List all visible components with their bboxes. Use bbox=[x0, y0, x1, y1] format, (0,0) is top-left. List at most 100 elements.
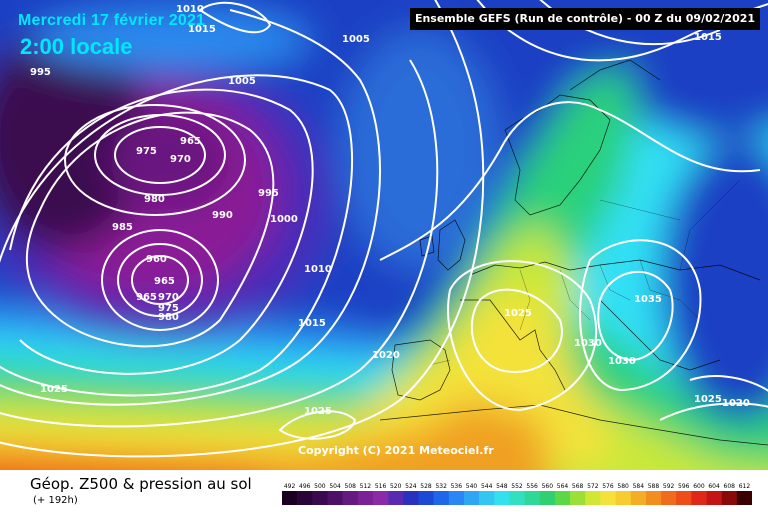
isobar-label: 1010 bbox=[176, 4, 204, 15]
isobar-label: 1015 bbox=[188, 24, 216, 35]
scale-tick-label: 608 bbox=[724, 483, 736, 490]
scale-swatch bbox=[524, 491, 541, 505]
isobar-label: 980 bbox=[158, 312, 179, 323]
scale-tick-label: 596 bbox=[678, 483, 690, 490]
scale-swatch bbox=[676, 491, 692, 505]
scale-tick-label: 544 bbox=[481, 483, 493, 490]
scale-tick-label: 500 bbox=[314, 483, 326, 490]
map-footer: Géop. Z500 & pression au sol (+ 192h) 49… bbox=[0, 470, 768, 512]
isobar-label: 1035 bbox=[634, 294, 662, 305]
forecast-date: Mercredi 17 février 2021 bbox=[18, 12, 206, 29]
isobar-label: 970 bbox=[158, 292, 179, 303]
scale-swatch bbox=[403, 491, 419, 505]
scale-swatch bbox=[645, 491, 662, 505]
scale-swatch bbox=[539, 491, 556, 505]
isobar-label: 1030 bbox=[608, 356, 636, 367]
scale-swatch bbox=[342, 491, 359, 505]
isobar-labels: 1010 1015 1005 1015 995 1005 965 975 970… bbox=[30, 4, 750, 417]
isobar-label: 990 bbox=[212, 210, 233, 221]
scale-tick-label: 524 bbox=[405, 483, 417, 490]
isobar-label: 1000 bbox=[270, 214, 298, 225]
scale-swatch bbox=[433, 491, 450, 505]
isobar-label: 1025 bbox=[504, 308, 532, 319]
isobar-label: 960 bbox=[146, 254, 167, 265]
isobar-label: 970 bbox=[170, 154, 191, 165]
isobar-label: 1025 bbox=[694, 394, 722, 405]
scale-swatch bbox=[509, 491, 525, 505]
scale-swatch bbox=[630, 491, 647, 505]
scale-swatch bbox=[585, 491, 601, 505]
scale-tick-label: 604 bbox=[708, 483, 720, 490]
scale-swatch bbox=[494, 491, 510, 505]
scale-swatch bbox=[570, 491, 586, 505]
isobar-label: 965 bbox=[154, 276, 175, 287]
isobar-label: 1025 bbox=[304, 406, 332, 417]
scale-swatch bbox=[661, 491, 677, 505]
scale-tick-label: 512 bbox=[360, 483, 372, 490]
isobar-label: 985 bbox=[112, 222, 133, 233]
isobar-label: 975 bbox=[158, 303, 179, 314]
isobar-label: 965 bbox=[136, 292, 157, 303]
scale-tick-label: 520 bbox=[390, 483, 402, 490]
scale-tick-label: 540 bbox=[466, 483, 478, 490]
scale-swatch bbox=[600, 491, 616, 505]
scale-tick-label: 536 bbox=[451, 483, 463, 490]
isobar-label: 995 bbox=[30, 67, 51, 78]
scale-tick-label: 552 bbox=[511, 483, 523, 490]
scale-swatch bbox=[721, 491, 738, 505]
isobar-label: 975 bbox=[136, 146, 157, 157]
geopotential-field bbox=[0, 0, 768, 470]
scale-tick-label: 508 bbox=[345, 483, 357, 490]
scale-tick-label: 504 bbox=[329, 483, 341, 490]
scale-tick-label: 600 bbox=[693, 483, 705, 490]
scale-tick-label: 588 bbox=[648, 483, 660, 490]
isobar-label: 965 bbox=[180, 136, 201, 147]
isobars bbox=[0, 0, 768, 456]
scale-swatch bbox=[282, 491, 298, 505]
scale-tick-label: 496 bbox=[299, 483, 311, 490]
scale-tick-label: 532 bbox=[435, 483, 447, 490]
isobar-label: 1020 bbox=[722, 398, 750, 409]
isobar-label: 1005 bbox=[228, 76, 256, 87]
scale-swatch bbox=[372, 491, 389, 505]
copyright-notice: Copyright (C) 2021 Meteociel.fr bbox=[298, 444, 494, 457]
scale-swatch bbox=[479, 491, 495, 505]
scale-swatch bbox=[463, 491, 480, 505]
forecast-time: 2:00 locale bbox=[20, 34, 133, 59]
scale-swatch bbox=[448, 491, 465, 505]
scale-tick-label: 576 bbox=[602, 483, 614, 490]
scale-tick-label: 572 bbox=[587, 483, 599, 490]
scale-tick-label: 592 bbox=[663, 483, 675, 490]
scale-tick-label: 560 bbox=[542, 483, 554, 490]
scale-swatch bbox=[312, 491, 328, 505]
coastlines bbox=[379, 59, 768, 446]
scale-tick-label: 516 bbox=[375, 483, 387, 490]
isobar-label: 1025 bbox=[40, 384, 68, 395]
scale-tick-label: 492 bbox=[284, 483, 296, 490]
isobar-label: 995 bbox=[258, 188, 279, 199]
isobar-label: 1015 bbox=[694, 32, 722, 43]
isobar-label: 1020 bbox=[372, 350, 400, 361]
scale-tick-label: 584 bbox=[633, 483, 645, 490]
isobar-label: 980 bbox=[144, 194, 165, 205]
scale-tick-label: 568 bbox=[572, 483, 584, 490]
scale-tick-label: 564 bbox=[557, 483, 569, 490]
scale-swatch bbox=[388, 491, 404, 505]
scale-swatch bbox=[327, 491, 343, 505]
scale-swatch bbox=[691, 491, 707, 505]
model-run-info: Ensemble GEFS (Run de contrôle) - 00 Z d… bbox=[410, 8, 760, 30]
isobar-label: 1005 bbox=[342, 34, 370, 45]
scale-swatch bbox=[554, 491, 571, 505]
isobar-label: 1010 bbox=[304, 264, 332, 275]
scale-tick-label: 612 bbox=[739, 483, 751, 490]
color-scale-legend: 492 496 500 504 508 512 516 520 524 528 532 536 540 5… bbox=[282, 483, 752, 505]
scale-swatch bbox=[297, 491, 313, 505]
scale-swatch bbox=[706, 491, 722, 505]
scale-tick-label: 548 bbox=[496, 483, 508, 490]
scale-swatch bbox=[615, 491, 632, 505]
scale-tick-label: 580 bbox=[617, 483, 629, 490]
scale-swatch bbox=[357, 491, 374, 505]
scale-swatch bbox=[736, 491, 752, 505]
borders bbox=[429, 179, 741, 366]
scale-tick-label: 556 bbox=[526, 483, 538, 490]
